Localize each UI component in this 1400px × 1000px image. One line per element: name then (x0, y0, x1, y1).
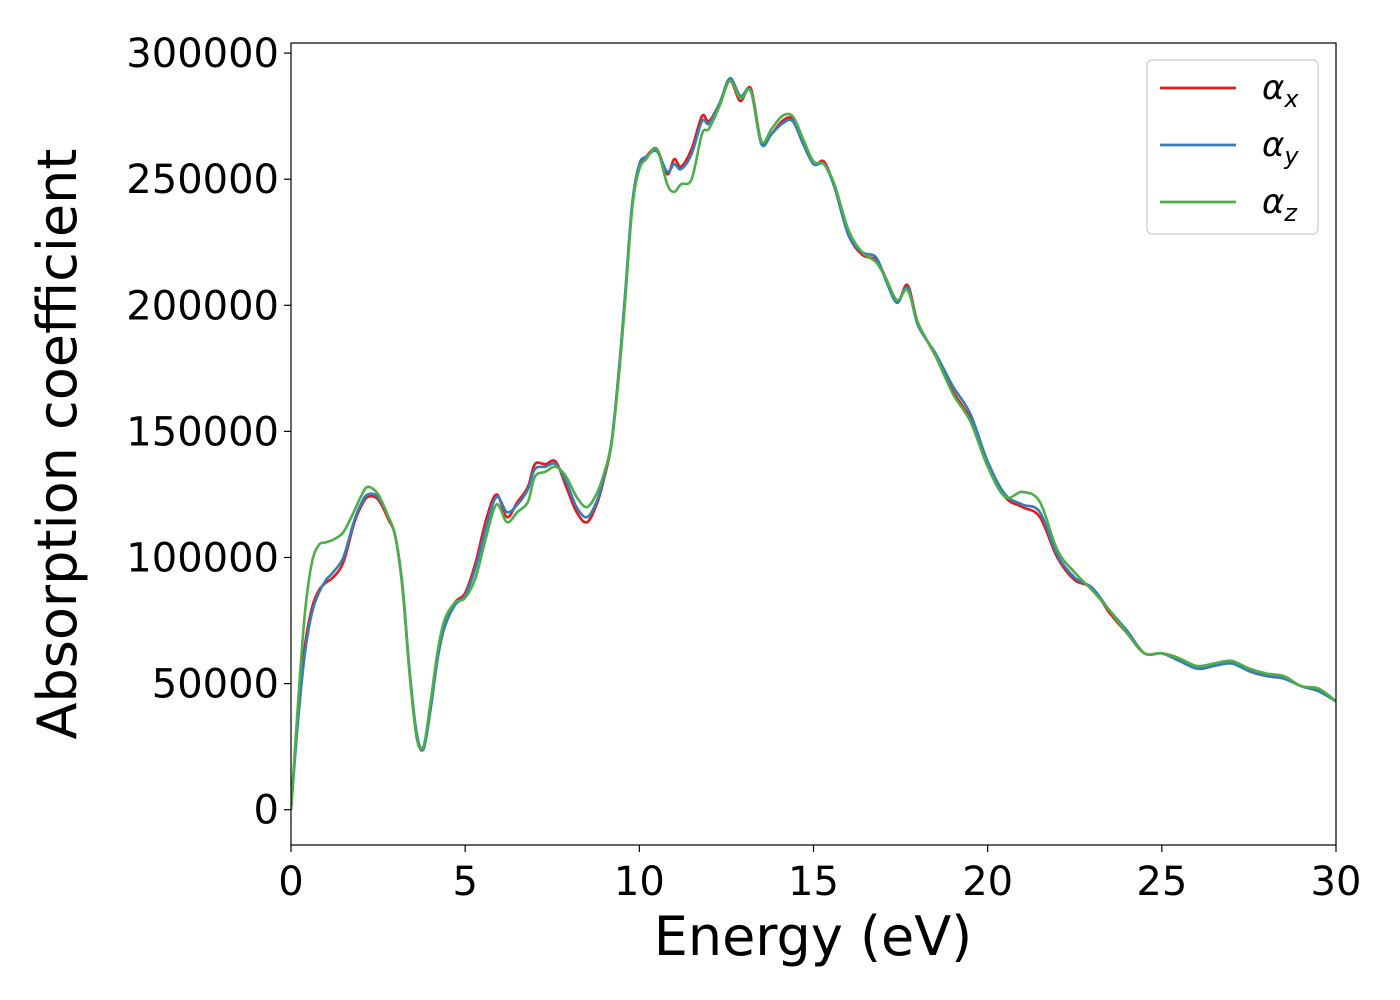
legend: αx αy αz (1146, 59, 1319, 235)
x-tick-label: 30 (1311, 859, 1362, 905)
x-axis-label: Energy (eV) (654, 905, 973, 968)
y-tick-label: 0 (254, 788, 279, 834)
x-tick-label: 10 (614, 859, 665, 905)
y-tick-label: 150000 (126, 409, 279, 455)
y-tick-label: 50000 (152, 662, 279, 708)
x-axis-ticks: 0 5 10 15 20 25 30 (278, 845, 1361, 905)
legend-label-y: αy (1262, 125, 1299, 170)
y-tick-label: 250000 (126, 157, 279, 203)
legend-box (1146, 59, 1319, 235)
y-tick-label: 200000 (126, 283, 279, 329)
legend-items: αx αy αz (1160, 68, 1299, 227)
x-tick-label: 0 (278, 859, 303, 905)
x-tick-label: 20 (962, 859, 1013, 905)
y-axis-ticks: 0 50000 100000 150000 200000 250000 300000 (126, 31, 291, 834)
x-tick-label: 5 (452, 859, 477, 905)
y-tick-label: 100000 (126, 535, 279, 581)
legend-label-x: αx (1262, 68, 1299, 113)
y-axis-label: Absorption coefficient (26, 149, 89, 740)
legend-label-z: αz (1262, 182, 1298, 227)
series-layer (291, 77, 1336, 810)
series-line-z (291, 79, 1336, 810)
x-tick-label: 15 (788, 859, 839, 905)
y-tick-label: 300000 (126, 31, 279, 77)
x-tick-label: 25 (1136, 859, 1187, 905)
